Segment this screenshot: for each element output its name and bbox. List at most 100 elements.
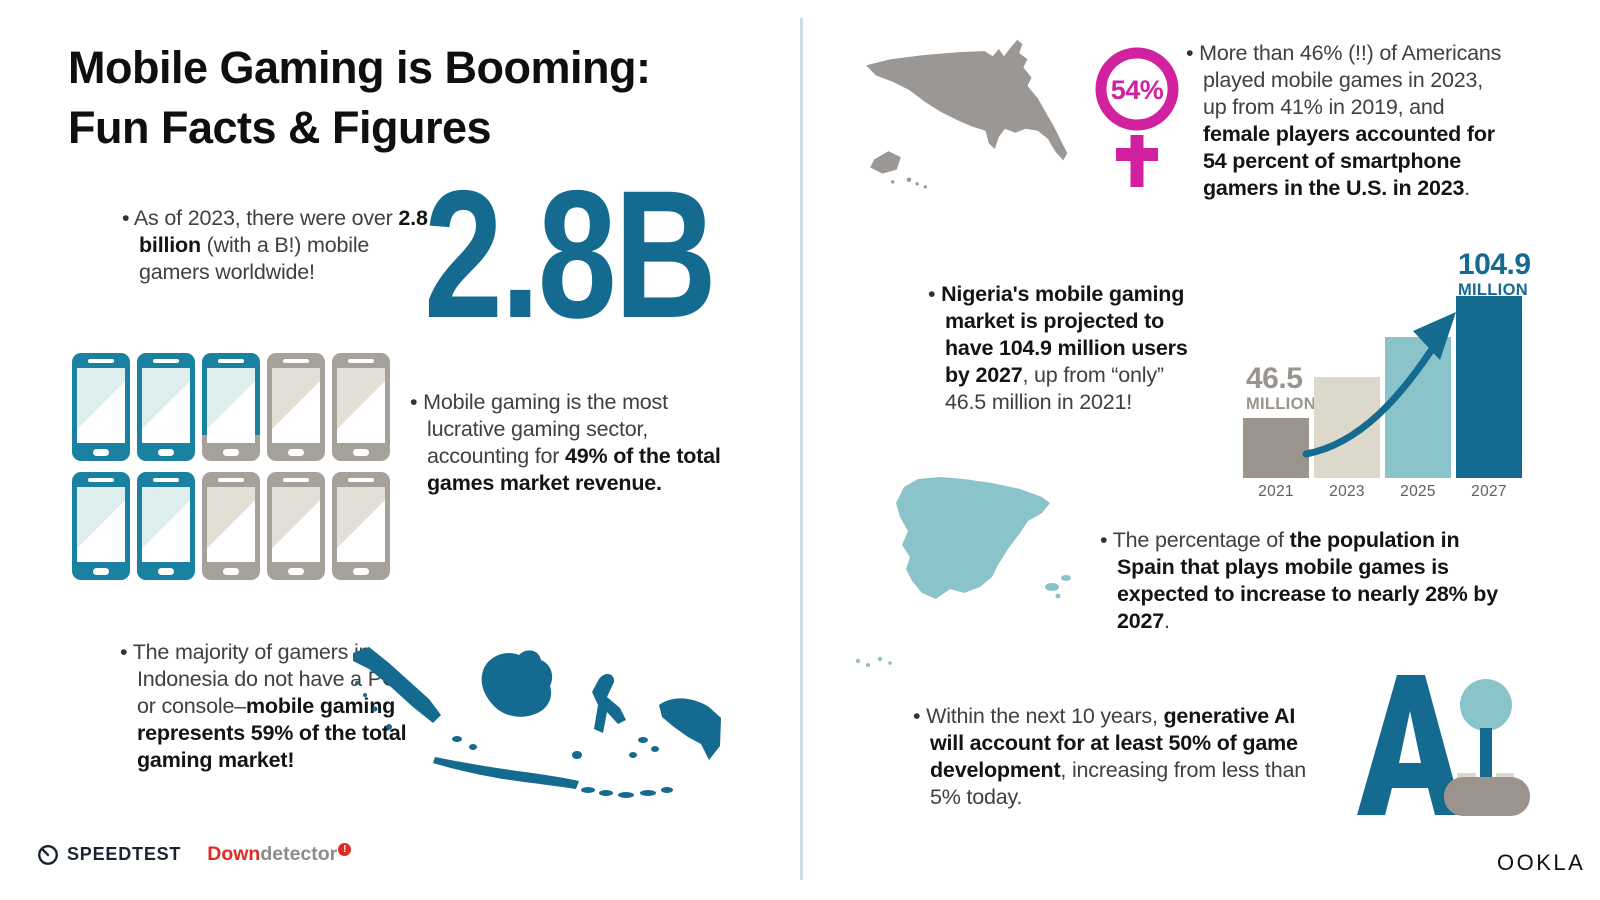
spain-map [855,477,1071,667]
chart-start-label: 46.5 MILLION [1246,364,1316,413]
phone-screen [207,368,255,443]
phone-speaker [348,359,374,363]
phone-grid [72,353,390,580]
chart-bars: 2021 2023 2025 2027 [1243,296,1522,501]
downdetector-alert-icon: ! [338,842,352,856]
phone-screen [77,368,125,443]
female-share-badge: 54% [1110,75,1164,105]
usa-map [866,39,1068,189]
phone-icon [267,472,325,580]
bullet: • [410,390,424,414]
phone-home-button [223,449,239,456]
phone-speaker [153,478,179,482]
fact-ai: • Within the next 10 years, generative A… [913,703,1332,811]
bullet: • [928,282,942,306]
fact-indonesia-text: The majority of gamers in Indonesia do n… [132,640,398,718]
bar-2025 [1385,337,1451,478]
x-tick-2021: 2021 [1258,483,1294,500]
phone-icon [202,472,260,580]
ai-joystick-graphic [1357,675,1530,816]
growth-arrow-icon [1302,312,1456,458]
fact-gamers: • As of 2023, there were over 2.8 billio… [122,205,431,286]
speedtest-logo: SPEEDTEST [36,842,181,866]
phone-home-button [353,568,369,575]
phone-icon [137,472,195,580]
phone-screen [337,368,385,443]
indonesia-map [353,647,721,798]
phone-home-button [223,568,239,575]
fact-revenue-text: Mobile gaming is the most lucrative gami… [423,390,668,468]
fact-nigeria: • Nigeria's mobile gaming market is proj… [928,281,1207,416]
fact-gamers-bold: 2.8 billion [139,206,428,257]
chart-end-value: 104.9 [1458,248,1531,281]
fact-usa-text: More than 46% (!!) of Americans played m… [1199,41,1502,119]
phone-home-button [158,449,174,456]
phone-home-button [93,449,109,456]
bullet: • [1100,528,1113,552]
phone-icon [72,472,130,580]
x-tick-2023: 2023 [1329,483,1365,500]
female-symbol-icon [1095,47,1179,187]
fact-ai-text: Within the next 10 years, [926,704,1164,728]
phone-screen [207,487,255,562]
center-divider [800,18,803,880]
bullet: • [120,640,133,664]
fact-spain-bold: the population in Spain that plays mobil… [1117,528,1498,633]
bar-2027 [1456,296,1522,478]
phone-speaker [88,478,114,482]
phone-screen [142,487,190,562]
fact-indonesia-bold: mobile gaming represents 59% of the tota… [137,694,407,772]
bar-column-2027: 2027 [1456,296,1522,501]
fact-usa-bold: female players accounted for 54 percent … [1203,122,1495,200]
phone-screen [337,487,385,562]
fact-nigeria-text: , up from “only” 46.5 million in 2021! [945,363,1164,414]
nigeria-users-chart: 46.5 MILLION 104.9 MILLION 2021 2023 2025 2… [1220,245,1540,501]
phone-icon [267,353,325,461]
phone-screen [77,487,125,562]
chart-start-value: 46.5 [1246,362,1303,395]
phone-home-button [158,568,174,575]
bar-column-2021: 2021 [1243,418,1309,501]
bar-column-2025: 2025 [1385,337,1451,501]
phone-speaker [348,478,374,482]
phone-speaker [218,478,244,482]
fact-usa-text-2: . [1464,176,1471,200]
title-line-2: Fun Facts & Figures [68,102,492,153]
phone-icon [202,353,260,461]
x-tick-2025: 2025 [1400,483,1436,500]
phone-screen [142,368,190,443]
bullet: • [1186,41,1200,65]
speedtest-gauge-icon [38,844,58,865]
phone-icon [332,353,390,461]
fact-spain: • The percentage of the population in Sp… [1100,527,1499,635]
phone-speaker [283,478,309,482]
fact-nigeria-bold: Nigeria's mobile gaming market is projec… [941,282,1188,387]
fact-ai-text-2: , increasing from less than 5% today. [930,758,1306,809]
x-tick-2027: 2027 [1471,483,1507,500]
chart-end-label: 104.9 MILLION [1458,250,1531,299]
phone-home-button [93,568,109,575]
fact-indonesia: • The majority of gamers in Indonesia do… [120,639,413,774]
fact-gamers-text: As of 2023, there were over [133,206,399,230]
chart-end-unit: MILLION [1458,281,1528,299]
bullet: • [913,704,927,728]
ookla-logo: OOKLA [1497,850,1586,875]
title-line-1: Mobile Gaming is Booming: [68,42,651,93]
bar-2023 [1314,377,1380,478]
bar-2021 [1243,418,1309,478]
phone-screen [272,368,320,443]
fact-usa: • More than 46% (!!) of Americans played… [1186,40,1505,202]
fact-ai-bold: generative AI will account for at least … [930,704,1298,782]
footer-logos: SPEEDTEST Downdetector! [36,842,352,866]
downdetector-down: Down [207,842,261,865]
fact-spain-text: The percentage of [1112,528,1290,552]
phone-speaker [283,359,309,363]
fact-revenue-bold: 49% of the total games market revenue. [427,444,721,495]
downdetector-logo: Downdetector! [207,842,352,866]
phone-home-button [288,449,304,456]
fact-spain-text-2: . [1164,609,1170,633]
fact-gamers-text-2: (with a B!) mobile gamers worldwide! [139,233,370,284]
chart-start-unit: MILLION [1246,395,1316,413]
phone-speaker [88,359,114,363]
